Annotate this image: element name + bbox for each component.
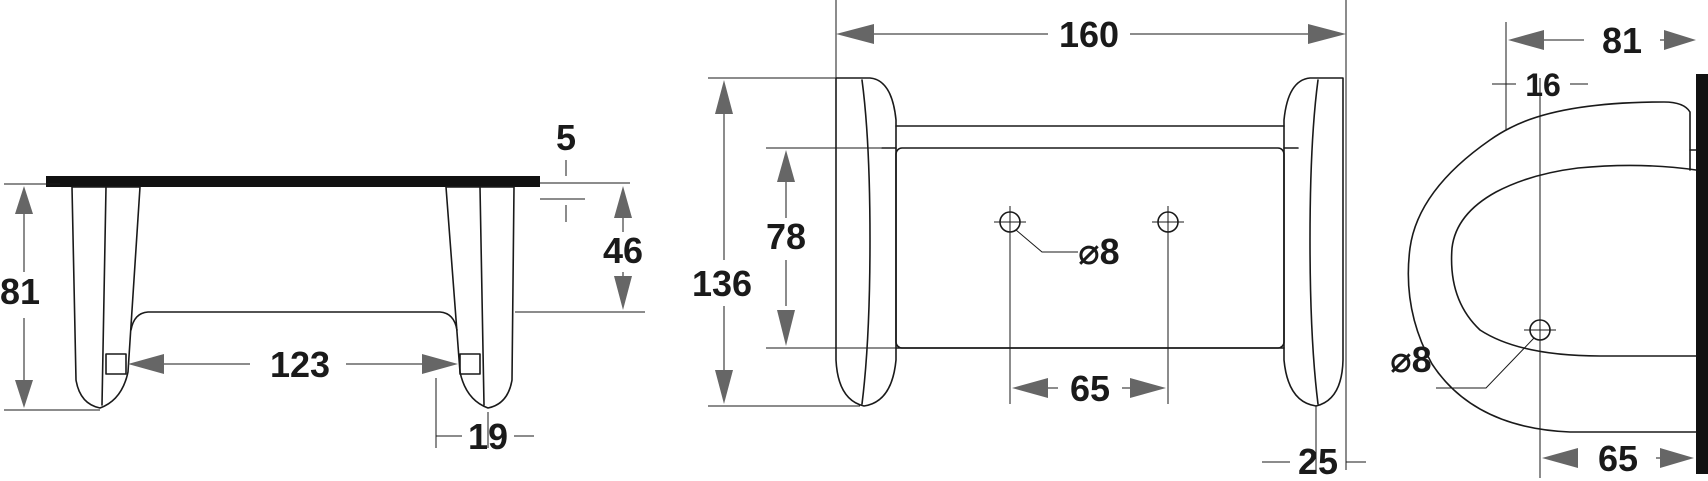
dim-19: 19: [468, 416, 508, 457]
left-leg: [71, 186, 141, 409]
profile-inner: [1450, 164, 1697, 357]
dim-81-side: 81: [0, 271, 40, 312]
dim-dia8-profile: ⌀8: [1390, 339, 1432, 380]
right-foot-block: [459, 353, 481, 375]
hole-left: [994, 206, 1026, 238]
spindle-bar: [130, 311, 458, 331]
front-view: ⌀8 160 136 78 65: [692, 0, 1366, 481]
dim-65-front: 65: [1070, 368, 1110, 409]
left-flange: [835, 77, 897, 407]
dim-78: 78: [766, 216, 806, 257]
dim-dia8-front: ⌀8: [1078, 231, 1120, 272]
left-foot-block: [105, 353, 127, 375]
dim-136: 136: [692, 263, 752, 304]
profile-view: ⌀8 81 16 65: [1390, 20, 1708, 479]
right-flange: [1283, 77, 1344, 407]
body-panel: [895, 147, 1285, 349]
dim-65-profile: 65: [1598, 438, 1638, 479]
dim-5: 5: [556, 117, 576, 158]
dim-81-profile: 81: [1602, 20, 1642, 61]
dim-123: 123: [270, 344, 330, 385]
wall-plate: [46, 176, 540, 187]
profile-outer: [1407, 101, 1697, 433]
hole-right: [1152, 206, 1184, 238]
dim-160: 160: [1059, 14, 1119, 55]
profile-plate: [1696, 74, 1708, 474]
dim-16: 16: [1525, 67, 1561, 103]
right-leg: [445, 186, 515, 409]
dim-25: 25: [1298, 441, 1338, 481]
hole-profile: [1524, 314, 1556, 346]
dim-46: 46: [603, 230, 643, 271]
side-view: 81 5 46 123 19: [0, 117, 645, 457]
